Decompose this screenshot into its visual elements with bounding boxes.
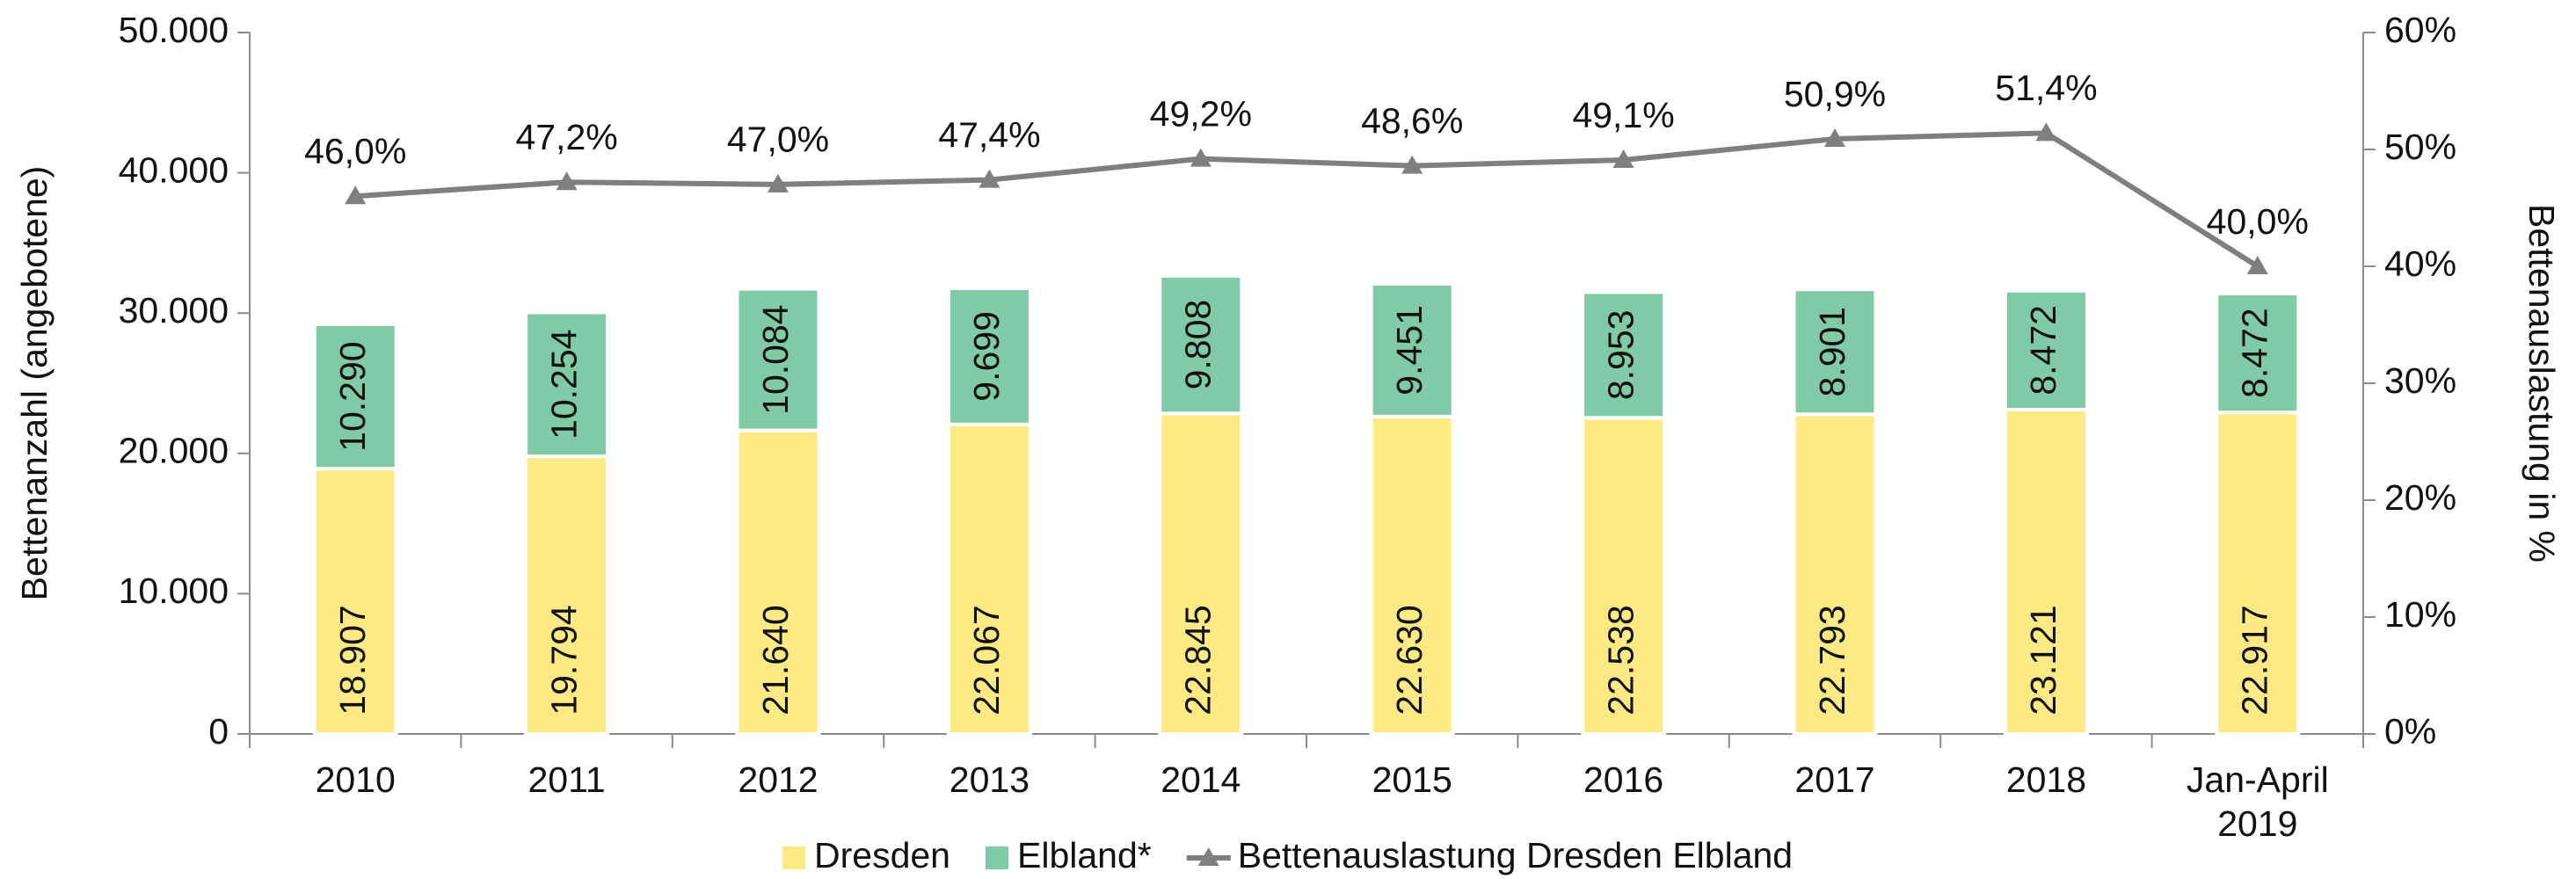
x-tick-label: 2016 (1583, 759, 1664, 800)
x-tick-label: 2015 (1372, 759, 1452, 800)
line-marker (1824, 128, 1845, 148)
y2-tick-label: 50% (2384, 127, 2456, 167)
y2-axis-title: Bettenauslastung in % (2521, 204, 2562, 563)
bar-value-label: 22.538 (1600, 605, 1641, 715)
y2-tick-label: 0% (2384, 711, 2436, 752)
y-axis-title: Bettenanzahl (angebotene) (14, 166, 55, 601)
bar-value-label: 10.254 (543, 330, 584, 440)
x-tick-label: 2011 (528, 759, 606, 800)
bar-segment (735, 287, 821, 432)
line-marker (345, 185, 367, 205)
y-tick-label: 0 (208, 711, 229, 752)
line-marker (768, 173, 789, 193)
bar-segment (1158, 273, 1244, 416)
x-tick-label: 2014 (1161, 759, 1241, 800)
x-tick-label: 2012 (738, 759, 819, 800)
bar-value-label: 10.290 (332, 341, 373, 451)
legend-swatch (782, 846, 805, 869)
line-value-label: 50,9% (1784, 74, 1886, 114)
bar-segment (2215, 410, 2301, 736)
bar-segment (524, 310, 610, 459)
y2-tick-label: 10% (2384, 594, 2456, 635)
line-marker (1401, 155, 1423, 174)
bar-segment (312, 323, 398, 471)
y-tick-label: 50.000 (119, 10, 229, 50)
bar-value-label: 22.793 (1812, 605, 1852, 715)
legend-marker (1197, 847, 1219, 866)
bar-value-label: 23.121 (2023, 605, 2063, 715)
y-tick-label: 30.000 (119, 290, 229, 331)
y2-tick-label: 30% (2384, 360, 2456, 401)
bar-segment (524, 454, 610, 736)
bar-value-label: 9.699 (966, 311, 1007, 402)
line-value-label: 51,4% (1995, 68, 2097, 108)
line-marker (556, 171, 578, 191)
y2-tick-label: 60% (2384, 10, 2456, 50)
bar-segment (1369, 281, 1455, 418)
x-tick-label: 2010 (315, 759, 396, 800)
line-value-label: 48,6% (1361, 100, 1463, 141)
bar-segment (1581, 290, 1667, 420)
line (355, 130, 2259, 269)
bar-value-label: 22.630 (1389, 605, 1430, 715)
bar-value-label: 19.794 (543, 605, 584, 715)
bar-segment (946, 287, 1032, 426)
bar-value-label: 22.845 (1178, 605, 1219, 715)
line-marker (1612, 149, 1634, 168)
bar-segment (1581, 416, 1667, 736)
y-tick-label: 10.000 (119, 570, 229, 611)
bar-value-label: 9.808 (1178, 300, 1219, 390)
line-value-label: 47,2% (515, 117, 617, 157)
line-marker (1190, 148, 1212, 167)
bar-value-label: 8.953 (1600, 310, 1641, 401)
y2-tick-label: 40% (2384, 243, 2456, 284)
legend-label: Bettenauslastung Dresden Elbland (1238, 835, 1793, 875)
bar-segment (735, 428, 821, 736)
x-tick-label: 2013 (949, 759, 1030, 800)
bar-segment (946, 422, 1032, 736)
bar-value-label: 8.472 (2235, 308, 2275, 398)
x-tick-label: Jan-April 2019 (2186, 759, 2329, 844)
y2-tick-label: 20% (2384, 477, 2456, 518)
bar-value-label: 10.084 (755, 304, 796, 414)
line-marker (979, 169, 1001, 188)
line-value-label: 49,1% (1572, 95, 1674, 135)
x-tick-label: 2017 (1794, 759, 1875, 800)
bar-segment (1792, 287, 1878, 417)
bar-value-label: 21.640 (755, 605, 796, 715)
line-value-label: 46,0% (304, 131, 406, 171)
y-tick-label: 40.000 (119, 149, 229, 190)
line-marker (2035, 122, 2057, 142)
bar-value-label: 22.067 (966, 605, 1007, 715)
bar-segment (2003, 407, 2089, 736)
bar-value-label: 22.917 (2235, 605, 2275, 715)
x-tick-label: 2018 (2005, 759, 2086, 800)
y-tick-label: 20.000 (119, 431, 229, 471)
bar-segment (1158, 411, 1244, 736)
legend-label: Elbland* (1017, 835, 1152, 875)
legend-swatch (985, 846, 1008, 869)
bar-value-label: 18.907 (332, 605, 373, 715)
bar-value-label: 8.472 (2023, 305, 2063, 396)
bar-value-label: 8.901 (1812, 307, 1852, 397)
line-marker (2246, 256, 2268, 274)
line-value-label: 49,2% (1150, 93, 1252, 134)
bar-segment (2003, 288, 2089, 411)
bar-segment (312, 467, 398, 736)
line-value-label: 47,0% (727, 120, 829, 160)
line-value-label: 40,0% (2207, 201, 2309, 242)
line-value-label: 47,4% (938, 114, 1040, 155)
bar-segment (2215, 292, 2301, 415)
legend-label: Dresden (814, 835, 950, 875)
bar-segment (1369, 414, 1455, 736)
bar-value-label: 9.451 (1389, 305, 1430, 396)
